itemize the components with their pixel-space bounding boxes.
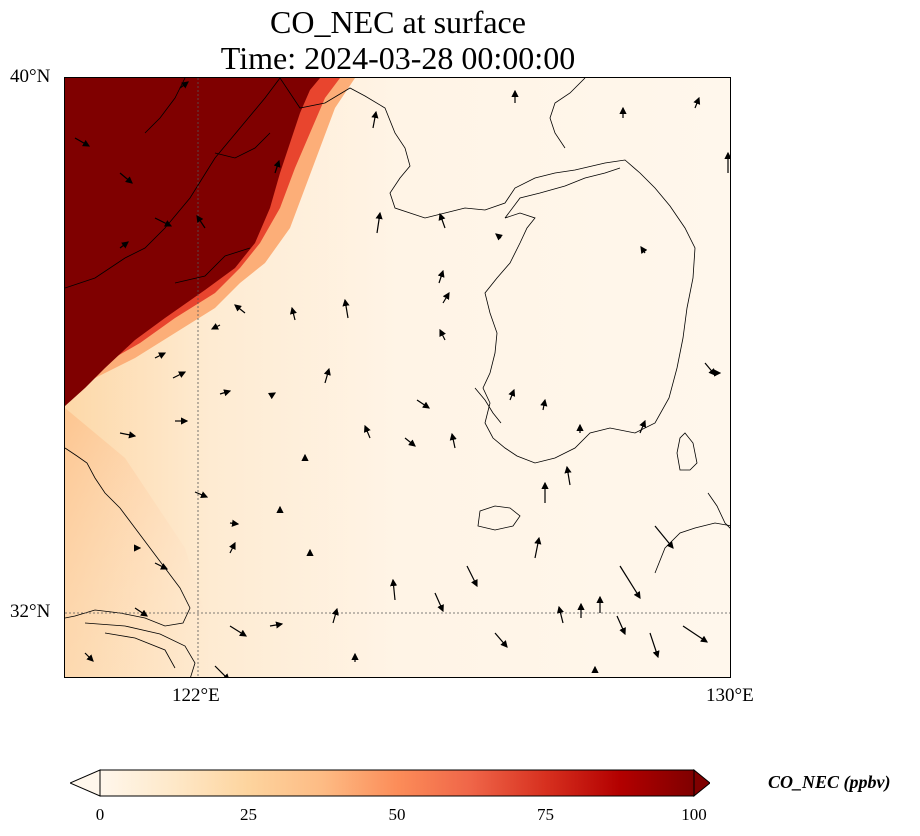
high-co-plume (65, 78, 320, 406)
colorbar-tick-0: 0 (95, 805, 105, 824)
wind-arrow (438, 212, 446, 229)
wind-arrow (449, 432, 457, 449)
wind-arrow (210, 323, 221, 330)
wind-arrow (508, 388, 516, 401)
wind-arrow (616, 615, 626, 636)
wind-arrow (273, 159, 281, 174)
wind-arrow (442, 291, 450, 304)
wind-arrow (619, 565, 641, 600)
lon-tick-122e: 122°E (172, 685, 220, 706)
wind-arrow (119, 241, 129, 249)
wind-arrow (439, 328, 446, 341)
wind-arrow (390, 578, 398, 601)
wind-arrow (693, 96, 701, 109)
colorbar-extend-low (70, 769, 101, 797)
wind-arrow (172, 371, 187, 379)
map-panel (64, 77, 731, 678)
wind-arrow (219, 389, 232, 397)
colorbar-tick-75: 75 (537, 805, 554, 824)
wind-vector-field (74, 81, 730, 677)
wind-arrow (194, 491, 209, 499)
wind-arrow (289, 306, 297, 321)
wind-arrow (331, 607, 339, 624)
wind-arrow (229, 625, 248, 637)
colorbar-tick-25: 25 (240, 805, 257, 824)
wind-arrow (74, 137, 91, 147)
wind-arrow (649, 632, 660, 659)
wind-arrow (564, 465, 572, 486)
wind-arrow (154, 352, 167, 359)
wind-arrow (466, 565, 478, 588)
wind-arrow (323, 367, 331, 384)
wind-arrow (134, 607, 148, 617)
wind-arrow (556, 605, 564, 624)
colorbar-tick-50: 50 (388, 805, 406, 824)
wind-arrow (534, 536, 542, 559)
lat-tick-40n: 40°N (10, 66, 51, 87)
colorbar-gradient (99, 769, 695, 797)
wind-arrow (371, 110, 379, 129)
coastlines (65, 78, 730, 677)
wind-arrow (639, 419, 647, 434)
wind-arrow (196, 215, 206, 229)
wind-arrow (540, 398, 548, 411)
wind-arrow (404, 437, 416, 447)
wind-arrow (119, 431, 137, 439)
graticule-lines (65, 78, 730, 677)
wind-arrow (495, 233, 503, 241)
wind-arrow (214, 665, 230, 677)
wind-arrow (154, 217, 173, 227)
wind-arrow (416, 399, 430, 409)
wind-arrow (437, 269, 445, 284)
wind-arrow (154, 562, 169, 570)
wind-arrow (654, 525, 674, 549)
colorbar-tick-100: 100 (681, 805, 707, 824)
lat-tick-32n: 32°N (10, 601, 51, 622)
lon-tick-130e: 130°E (706, 685, 754, 706)
wind-arrow (342, 298, 350, 319)
plot-title: CO_NEC at surface (270, 4, 526, 40)
wind-arrow (179, 81, 189, 89)
colorbar (70, 768, 710, 798)
wind-arrow (229, 541, 236, 554)
wind-arrow (375, 211, 383, 234)
wind-arrow (84, 652, 94, 662)
wind-arrow (704, 362, 716, 376)
wind-arrow (268, 392, 277, 400)
plot-subtitle-time: Time: 2024-03-28 00:00:00 (220, 40, 576, 76)
colorbar-extend-high (693, 768, 710, 798)
colorbar-title: CO_NEC (ppbv) (768, 772, 891, 792)
wind-arrow (119, 172, 133, 184)
wind-arrow (494, 632, 508, 648)
wind-arrow (640, 246, 648, 254)
wind-arrow (434, 592, 444, 613)
wind-arrow (682, 625, 708, 643)
moderate-concentration-southwest (65, 408, 225, 677)
wind-arrow (363, 424, 371, 439)
map-canvas (65, 78, 730, 677)
wind-arrow (229, 519, 240, 527)
wind-arrow (234, 304, 246, 314)
wind-arrow (269, 621, 284, 629)
